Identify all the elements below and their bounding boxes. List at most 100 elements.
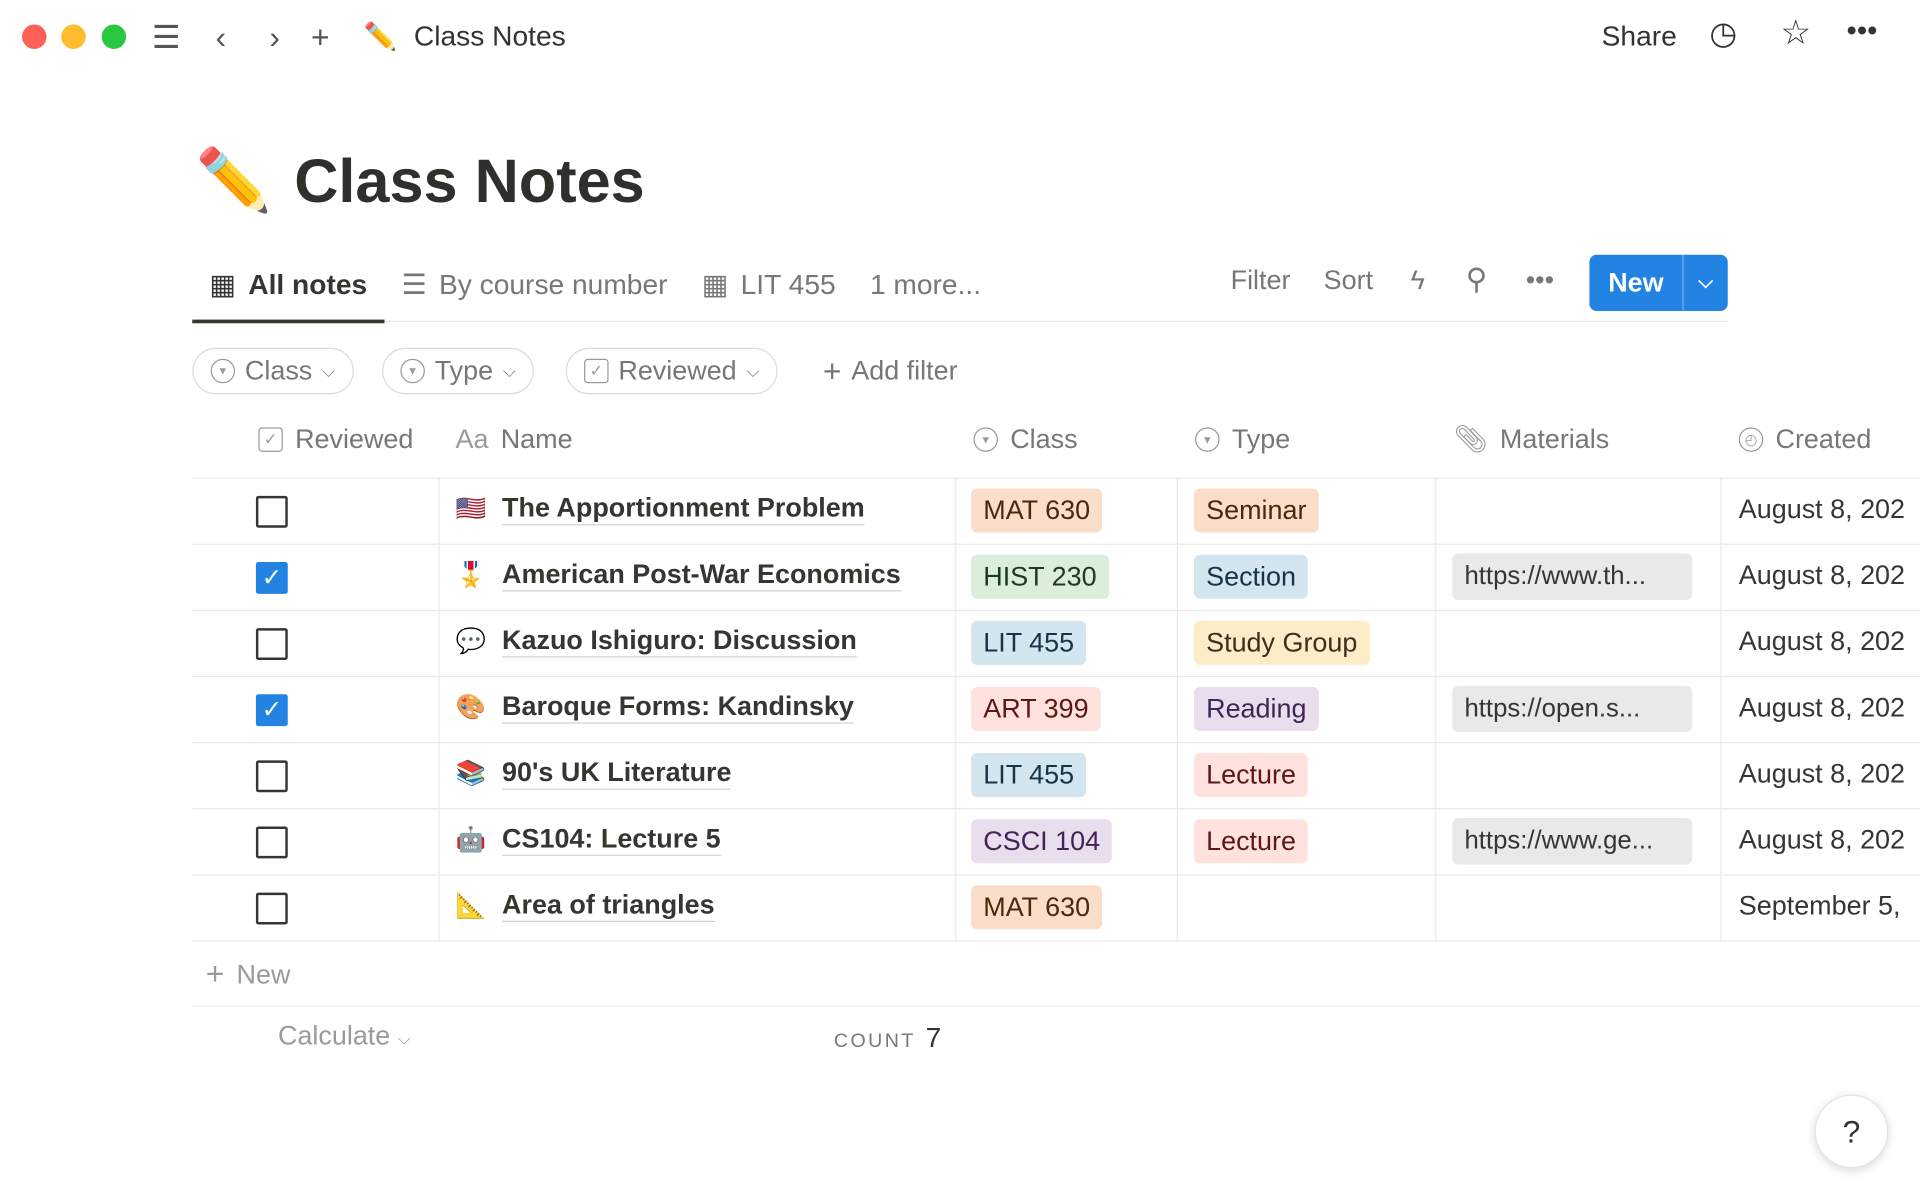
reviewed-checkbox[interactable] [255, 892, 288, 925]
filter-chip-type[interactable]: ▼ Type ⌵ [382, 347, 535, 395]
reviewed-checkbox[interactable] [255, 628, 288, 661]
count-summary[interactable]: COUNT 7 [834, 1021, 941, 1054]
close-window-button[interactable] [22, 24, 47, 49]
column-header-class[interactable]: ▼ Class [973, 424, 1078, 456]
text-property-icon: Aa [455, 423, 489, 455]
class-tag[interactable]: CSCI 104 [971, 819, 1113, 864]
table-row[interactable]: 🤖 CS104: Lecture 5 CSCI 104 Lecture https:/… [192, 808, 1920, 874]
class-tag[interactable]: LIT 455 [971, 753, 1087, 798]
new-button[interactable]: New ⌵ [1589, 254, 1728, 312]
reviewed-checkbox[interactable]: ✓ [255, 694, 288, 727]
tab-all-notes[interactable]: ▦ All notes [192, 260, 385, 324]
row-divider [192, 1005, 1920, 1007]
column-header-reviewed[interactable]: ✓ Reviewed [258, 424, 413, 456]
filter-chip-reviewed[interactable]: ✓ Reviewed ⌵ [565, 347, 778, 395]
type-tag[interactable]: Study Group [1193, 620, 1370, 665]
row-divider [192, 874, 1920, 876]
select-icon: ▼ [1195, 427, 1220, 452]
column-header-created[interactable]: ◴ Created [1738, 424, 1871, 456]
forward-icon[interactable]: › [269, 18, 281, 56]
chevron-down-icon[interactable]: ⌵ [1682, 254, 1727, 312]
history-icon[interactable]: ◷ [1709, 14, 1738, 52]
type-tag[interactable]: Lecture [1193, 753, 1309, 798]
note-title[interactable]: Area of triangles [502, 889, 715, 923]
note-name[interactable]: 🎖️ American Post-War Economics [456, 558, 901, 592]
filter-chip-class[interactable]: ▼ Class ⌵ [192, 347, 354, 395]
minimize-window-button[interactable] [61, 24, 86, 49]
note-name[interactable]: 🎨 Baroque Forms: Kandinsky [456, 691, 854, 724]
filter-button[interactable]: Filter [1230, 264, 1291, 296]
column-header-name[interactable]: Aa Name [456, 424, 573, 456]
view-tabs: ▦ All notes ☰ By course number ▦ LIT 455 1 … [192, 260, 998, 324]
class-tag[interactable]: MAT 630 [971, 885, 1103, 930]
page-title-text[interactable]: Class Notes [294, 146, 645, 215]
tab-lit-455[interactable]: ▦ LIT 455 [685, 260, 853, 309]
note-name[interactable]: 📐 Area of triangles [455, 889, 715, 923]
reviewed-checkbox[interactable] [255, 760, 288, 793]
column-header-type[interactable]: ▼ Type [1195, 424, 1290, 456]
calculate-dropdown[interactable]: Calculate ⌵ [278, 1020, 411, 1052]
automation-lightning-icon[interactable]: ϟ [1410, 264, 1425, 296]
row-divider [192, 609, 1920, 612]
type-tag[interactable]: Section [1193, 554, 1309, 599]
add-page-icon[interactable]: + [311, 18, 330, 56]
note-name[interactable]: 🤖 CS104: Lecture 5 [456, 823, 721, 856]
add-filter-button[interactable]: + Add filter [806, 348, 975, 395]
note-name[interactable]: 📚 90's UK Literature [456, 757, 732, 790]
created-date: September 5, [1738, 890, 1901, 921]
share-button[interactable]: Share [1601, 19, 1677, 52]
materials-link[interactable]: https://www.th... [1452, 553, 1693, 601]
help-button[interactable]: ? [1814, 1094, 1889, 1169]
class-tag[interactable]: ART 399 [971, 686, 1101, 732]
table-row[interactable]: 📚 90's UK Literature LIT 455 Lecture August… [192, 742, 1920, 808]
note-title[interactable]: The Apportionment Problem [502, 492, 865, 526]
reviewed-checkbox[interactable]: ✓ [255, 562, 288, 594]
type-tag[interactable]: Seminar [1193, 488, 1319, 533]
table-row[interactable]: 💬 Kazuo Ishiguro: Discussion LIT 455 Study… [192, 610, 1920, 676]
menu-icon[interactable]: ☰ [151, 18, 181, 56]
type-tag[interactable]: Lecture [1193, 819, 1309, 864]
table-row[interactable]: ✓ 🎖️ American Post-War Economics HIST 230… [192, 544, 1920, 610]
table-row[interactable]: ✓ 🎨 Baroque Forms: Kandinsky ART 399 Readi… [192, 676, 1920, 742]
note-name[interactable]: 🇺🇸 The Apportionment Problem [456, 492, 865, 526]
plus-icon: + [822, 352, 842, 389]
tab-more[interactable]: 1 more... [853, 260, 998, 309]
class-tag[interactable]: LIT 455 [971, 620, 1087, 665]
class-tag[interactable]: MAT 630 [971, 488, 1103, 533]
chevron-down-icon: ⌵ [502, 360, 516, 381]
note-title[interactable]: CS104: Lecture 5 [502, 823, 721, 856]
sort-button[interactable]: Sort [1323, 264, 1374, 296]
class-tag[interactable]: HIST 230 [971, 554, 1109, 599]
table-row[interactable]: 🇺🇸 The Apportionment Problem MAT 630 Semin… [192, 478, 1920, 544]
note-title[interactable]: American Post-War Economics [502, 558, 901, 592]
more-options-icon[interactable]: ••• [1846, 14, 1878, 48]
table-row[interactable]: 📐 Area of triangles MAT 630 September 5, [192, 874, 1920, 940]
search-icon[interactable]: ⚲ [1465, 263, 1488, 297]
type-tag[interactable]: Reading [1193, 686, 1319, 732]
checkbox-icon: ✓ [258, 427, 283, 452]
breadcrumb-title[interactable]: Class Notes [413, 19, 566, 52]
header-label: Materials [1499, 423, 1610, 455]
materials-link[interactable]: https://www.ge... [1452, 817, 1693, 865]
tab-by-course-number[interactable]: ☰ By course number [384, 260, 684, 309]
materials-link[interactable]: https://open.s... [1452, 685, 1693, 733]
row-divider [192, 742, 1920, 744]
add-new-row-button[interactable]: + New [206, 955, 291, 993]
view-options-icon[interactable]: ••• [1525, 264, 1555, 296]
note-emoji-icon: 📐 [455, 892, 487, 920]
note-name[interactable]: 💬 Kazuo Ishiguro: Discussion [456, 624, 857, 658]
column-divider [1176, 477, 1178, 941]
header-label: Name [500, 423, 573, 455]
back-icon[interactable]: ‹ [215, 18, 227, 56]
note-title[interactable]: 90's UK Literature [502, 757, 732, 790]
select-icon: ▼ [973, 427, 998, 452]
chip-label: Class [244, 355, 313, 386]
row-divider [192, 543, 1920, 545]
column-header-materials[interactable]: 📎︎ Materials [1453, 424, 1609, 456]
favorite-star-icon[interactable]: ☆ [1780, 13, 1812, 52]
reviewed-checkbox[interactable] [255, 495, 288, 528]
reviewed-checkbox[interactable] [255, 826, 288, 859]
zoom-window-button[interactable] [101, 24, 127, 49]
note-title[interactable]: Baroque Forms: Kandinsky [502, 691, 854, 724]
note-title[interactable]: Kazuo Ishiguro: Discussion [502, 624, 857, 658]
